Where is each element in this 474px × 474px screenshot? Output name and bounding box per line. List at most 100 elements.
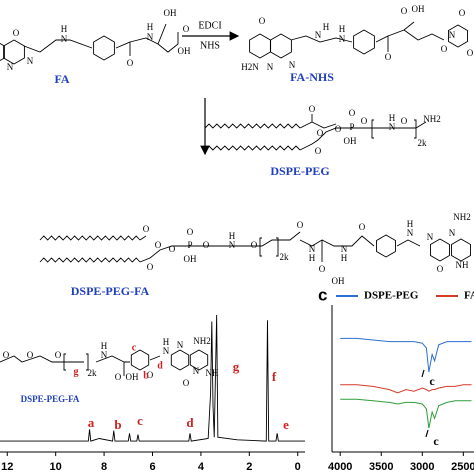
bond xyxy=(290,35,353,43)
bond xyxy=(189,349,209,371)
atom-label: O xyxy=(467,48,474,58)
bond xyxy=(139,231,375,263)
legend-label: DSPE-PEG xyxy=(364,290,419,302)
x-tick-label: 4 xyxy=(198,461,205,473)
atom-label: N xyxy=(309,244,316,254)
structure-peak-label: c xyxy=(132,342,137,353)
atom-label: O xyxy=(335,124,342,134)
bond xyxy=(23,39,93,53)
atom-label: O xyxy=(319,264,326,274)
peak-label: c xyxy=(137,413,143,428)
atom-label: N xyxy=(427,232,434,242)
atom-label: H xyxy=(389,113,396,123)
x-tick-label: 12 xyxy=(1,461,13,473)
bond xyxy=(39,257,141,263)
atom-label: O xyxy=(459,8,466,18)
bond xyxy=(259,237,279,257)
atom-label: O xyxy=(385,52,392,62)
atom-label: N xyxy=(7,62,14,72)
compound-label: DSPE-PEG xyxy=(270,164,329,178)
atom-label: H xyxy=(101,341,108,351)
bond xyxy=(115,23,179,56)
atom-label: O xyxy=(55,350,62,360)
spectrum-line xyxy=(340,384,472,394)
compound-label: FA xyxy=(54,72,69,86)
atom-label: OH xyxy=(178,46,191,56)
atom-label: N xyxy=(339,34,346,44)
atom-label: H xyxy=(339,24,346,34)
atom-label: N xyxy=(101,350,108,360)
legend-label: FA xyxy=(464,290,474,302)
atom-label: 2k xyxy=(418,138,428,148)
bond xyxy=(204,123,301,129)
bond xyxy=(299,114,427,151)
x-tick-label: 3000 xyxy=(410,461,434,473)
atom-label: H xyxy=(147,22,154,32)
atom-label: H xyxy=(407,219,414,229)
atom-label: OH xyxy=(184,254,197,264)
panel-label: c xyxy=(318,285,327,304)
bond xyxy=(396,239,421,247)
bond xyxy=(93,35,115,61)
bond xyxy=(270,33,292,59)
atom-label: O xyxy=(317,128,324,138)
atom-label: P xyxy=(187,240,192,250)
atom-label: 2k xyxy=(88,368,98,378)
peak-label: d xyxy=(186,415,194,430)
atom-label: H xyxy=(61,24,68,34)
structure-peak-label: g xyxy=(74,366,79,377)
annotation: c xyxy=(429,374,435,388)
bond xyxy=(249,33,271,59)
atom-label: O xyxy=(147,370,154,380)
peak-label: g xyxy=(233,359,240,374)
bond xyxy=(3,39,25,65)
atom-label: O xyxy=(183,24,190,34)
atom-label: N xyxy=(61,34,68,44)
atom-label: N xyxy=(193,366,200,376)
bond xyxy=(371,119,417,139)
atom-label: OH xyxy=(344,136,357,146)
reagent: NHS xyxy=(200,40,220,51)
atom-label: O xyxy=(349,108,356,118)
atom-label: O xyxy=(115,372,122,382)
atom-label: O xyxy=(251,240,258,250)
atom-label: N xyxy=(267,62,274,72)
atom-label: OH xyxy=(164,8,177,18)
atom-label: H xyxy=(309,253,316,263)
atom-label: H xyxy=(341,253,348,263)
atom-label: N xyxy=(449,228,456,238)
bond xyxy=(0,42,5,62)
atom-label: P xyxy=(349,122,354,132)
x-tick-label: 10 xyxy=(50,461,62,473)
atom-label: O xyxy=(183,378,190,388)
atom-label: OH xyxy=(126,372,139,382)
x-tick-label: 4000 xyxy=(328,461,352,473)
atom-label: OH xyxy=(332,276,345,286)
bond xyxy=(149,355,161,361)
atom-label: O xyxy=(361,116,368,126)
atom-label: NH2 xyxy=(453,212,471,222)
spectrum-line xyxy=(340,337,472,373)
atom-label: N xyxy=(389,122,396,132)
atom-label: O xyxy=(359,222,366,232)
atom-label: N xyxy=(341,244,348,254)
x-tick-label: 8 xyxy=(101,461,107,473)
bond xyxy=(448,24,468,48)
atom-label: NH2 xyxy=(193,336,211,346)
atom-label: O xyxy=(147,262,154,272)
atom-label: O xyxy=(13,28,20,38)
compound-label: FA-NHS xyxy=(290,70,334,84)
atom-label: O xyxy=(3,350,10,360)
atom-label: O xyxy=(259,16,266,26)
atom-label: O xyxy=(143,224,150,234)
atom-label: O xyxy=(401,6,408,16)
atom-label: H xyxy=(163,337,170,347)
structure-peak-label: d xyxy=(157,360,163,371)
annotation-arrow xyxy=(425,429,429,438)
bond xyxy=(0,353,130,376)
atom-label: N xyxy=(27,56,34,66)
annotation-arrow xyxy=(421,369,425,378)
atom-label: O xyxy=(437,264,444,274)
bond xyxy=(376,234,396,258)
